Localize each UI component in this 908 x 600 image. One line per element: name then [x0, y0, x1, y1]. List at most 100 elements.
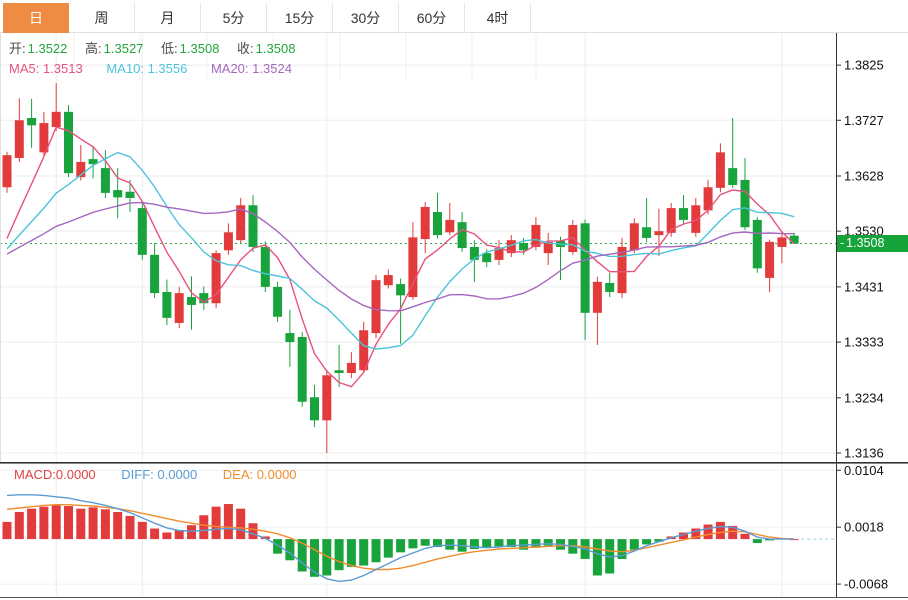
- macd-histogram-bar: [654, 539, 664, 542]
- candle-body: [51, 111, 61, 128]
- tab-60min[interactable]: 60分: [399, 3, 465, 33]
- candle-body: [100, 168, 110, 193]
- candle-body: [64, 111, 73, 174]
- macd-histogram-bar: [223, 504, 233, 540]
- macd-histogram-bar: [174, 530, 184, 540]
- candle-body: [740, 179, 750, 228]
- diff-value: 0.0000: [157, 467, 198, 482]
- candle-body: [765, 241, 775, 278]
- macd-histogram-bar: [728, 525, 738, 540]
- tab-4hour[interactable]: 4时: [465, 3, 531, 33]
- candle-body: [359, 330, 369, 371]
- macd-histogram-bar: [543, 539, 553, 546]
- ma5-line: [6, 126, 795, 388]
- timeframe-tabbar: 日周月 5分 15分 30分 60分 4时: [0, 0, 908, 33]
- macd-histogram-bar: [715, 521, 725, 540]
- candle-body: [236, 205, 246, 241]
- macd-histogram-bar: [642, 539, 652, 545]
- macd-histogram-bar: [617, 539, 627, 559]
- macd-histogram-bar: [703, 524, 713, 540]
- macd-histogram-bar: [383, 539, 393, 558]
- candle-body: [531, 224, 541, 247]
- tab-5min[interactable]: 5分: [201, 3, 267, 33]
- close-value: 1.3508: [255, 41, 296, 56]
- candle-body: [27, 118, 37, 126]
- open-label: 开:: [9, 41, 26, 56]
- candle-body: [14, 120, 24, 158]
- macd-histogram-bar: [248, 523, 258, 540]
- candle-body: [679, 208, 688, 220]
- macd-histogram-bar: [346, 539, 356, 567]
- tab-15min[interactable]: 15分: [267, 3, 333, 33]
- candle-body: [642, 227, 652, 238]
- candle-body: [174, 293, 184, 323]
- tab-30min[interactable]: 30分: [333, 3, 399, 33]
- macd-tick-label: 0.0104: [844, 463, 884, 478]
- candle-body: [76, 161, 86, 178]
- candle-body: [629, 223, 639, 251]
- candle-body: [666, 208, 676, 233]
- candle-body: [408, 237, 418, 298]
- candle-body: [285, 333, 295, 343]
- dea-value: 0.0000: [256, 467, 297, 482]
- macd-histogram-bar: [100, 509, 110, 540]
- macd-histogram-bar: [236, 508, 246, 540]
- macd-histogram-bar: [211, 506, 221, 540]
- ma5-value: 1.3513: [42, 61, 83, 76]
- candle-body: [2, 155, 12, 188]
- candle-body: [125, 191, 135, 198]
- candle-body: [752, 219, 762, 269]
- macd-histogram-bar: [408, 539, 418, 549]
- tab-month[interactable]: 月: [135, 3, 201, 33]
- macd-label: MACD:: [14, 467, 56, 482]
- candle-body: [39, 123, 49, 153]
- macd-histogram-bar: [592, 539, 602, 576]
- macd-histogram-bar: [740, 533, 750, 540]
- dea-label: DEA:: [222, 467, 254, 482]
- candle-body: [789, 235, 799, 244]
- candle-body: [334, 370, 344, 374]
- macd-histogram-bar: [322, 539, 332, 576]
- panel-divider: [0, 462, 908, 464]
- ma20-label: MA20:: [210, 61, 249, 76]
- diff-label: DIFF:: [121, 467, 154, 482]
- candle-body: [691, 205, 701, 233]
- tab-day[interactable]: 日: [3, 3, 69, 33]
- macd-histogram-bar: [273, 539, 283, 554]
- candle-body: [113, 190, 123, 198]
- macd-histogram-bar: [125, 515, 135, 540]
- candle-body: [248, 205, 258, 247]
- macd-histogram-bar: [396, 539, 406, 553]
- macd-histogram-bar: [51, 505, 61, 540]
- candle-body: [482, 253, 492, 263]
- axis-tick-icon: -: [840, 236, 845, 251]
- macd-histogram-bar: [14, 511, 24, 540]
- macd-histogram-bar: [445, 539, 455, 550]
- candle-body: [137, 208, 147, 255]
- candle-body: [346, 362, 356, 374]
- dea-line: [6, 504, 795, 571]
- price-tick-label: 1.3333: [844, 335, 884, 350]
- candle-body: [211, 253, 221, 304]
- candle-body: [543, 241, 553, 254]
- diff-line: [6, 494, 795, 583]
- macd-histogram-bar: [506, 539, 516, 548]
- ohlc-info-bar: 开: 1.3522 高: 1.3527 低: 1.3508 收: 1.3508: [9, 38, 295, 57]
- tab-week[interactable]: 周: [69, 3, 135, 33]
- candle-body: [88, 159, 98, 165]
- ma-info-bar: MA5: 1.3513 MA10: 1.3556 MA20: 1.3524: [9, 61, 312, 76]
- candle-body: [457, 222, 467, 249]
- macd-histogram-bar: [39, 506, 49, 540]
- ma10-value: 1.3556: [147, 61, 188, 76]
- price-tick-label: 1.3234: [844, 390, 884, 405]
- macd-histogram-bar: [88, 507, 98, 540]
- macd-histogram-bar: [113, 511, 123, 540]
- macd-value: 0.0000: [55, 467, 96, 482]
- candle-body: [715, 152, 725, 188]
- ma10-label: MA10:: [106, 61, 144, 76]
- candle-body: [310, 397, 319, 421]
- candle-body: [494, 248, 504, 260]
- macd-histogram-bar: [137, 521, 147, 540]
